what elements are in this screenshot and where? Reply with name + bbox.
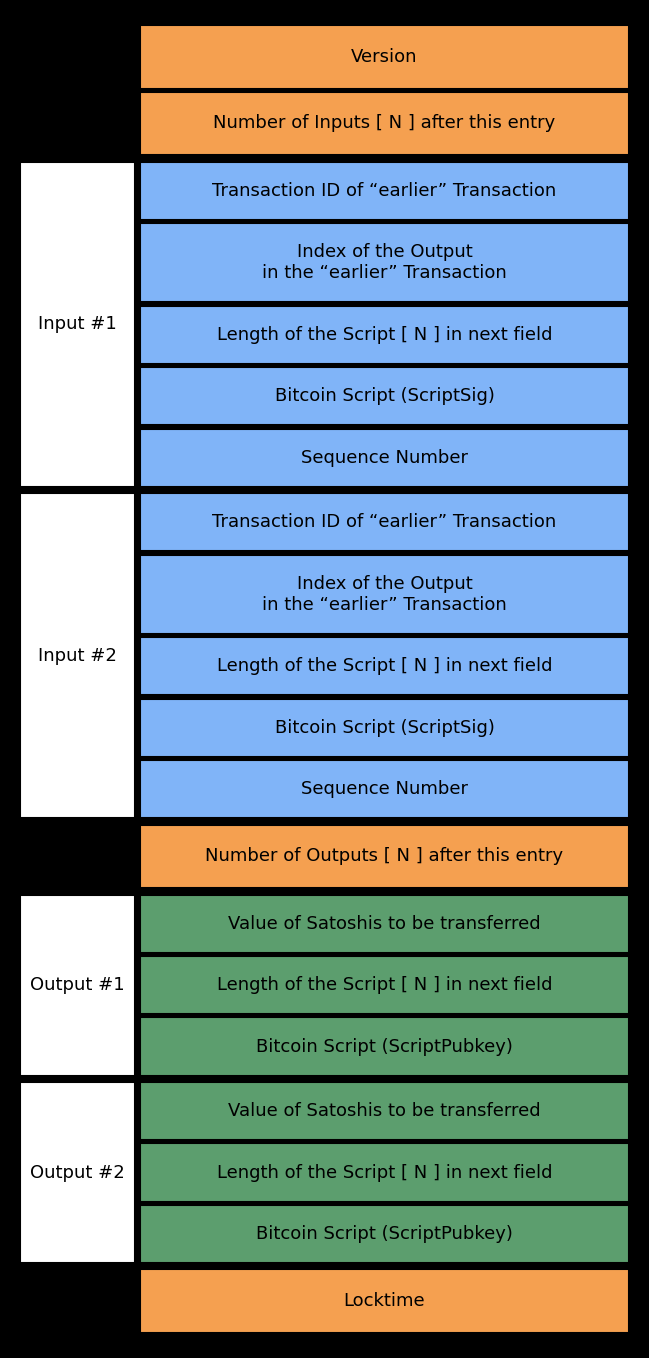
Bar [140,637,629,695]
Text: Version: Version [351,48,418,65]
Bar [140,760,629,819]
Text: Index of the Output
in the “earlier” Transaction: Index of the Output in the “earlier” Tra… [262,243,507,282]
Text: Input #1: Input #1 [38,315,117,333]
Text: Locktime: Locktime [344,1293,425,1310]
Bar [20,162,135,486]
Bar [140,1017,629,1076]
Text: Index of the Output
in the “earlier” Transaction: Index of the Output in the “earlier” Tra… [262,574,507,614]
Bar [140,92,629,155]
Text: Number of Inputs [ N ] after this entry: Number of Inputs [ N ] after this entry [214,114,556,133]
Bar [140,1143,629,1202]
Bar [140,493,629,551]
Text: Output #1: Output #1 [31,976,125,994]
Bar [20,493,135,819]
Text: Length of the Script [ N ] in next field: Length of the Script [ N ] in next field [217,326,552,344]
Text: Bitcoin Script (ScriptSig): Bitcoin Script (ScriptSig) [275,387,495,405]
Bar [140,1270,629,1334]
Text: Length of the Script [ N ] in next field: Length of the Script [ N ] in next field [217,657,552,675]
Bar [140,956,629,1014]
Text: Value of Satoshis to be transferred: Value of Satoshis to be transferred [228,1103,541,1120]
Bar [140,367,629,425]
Bar [140,895,629,953]
Bar [140,698,629,756]
Text: Length of the Script [ N ] in next field: Length of the Script [ N ] in next field [217,976,552,994]
Text: Number of Outputs [ N ] after this entry: Number of Outputs [ N ] after this entry [206,847,563,865]
Text: Transaction ID of “earlier” Transaction: Transaction ID of “earlier” Transaction [212,182,557,200]
Text: Sequence Number: Sequence Number [301,448,468,467]
Text: Bitcoin Script (ScriptPubkey): Bitcoin Script (ScriptPubkey) [256,1225,513,1243]
Text: Input #2: Input #2 [38,646,117,664]
Bar [20,895,135,1076]
Text: Bitcoin Script (ScriptSig): Bitcoin Script (ScriptSig) [275,718,495,737]
Bar [140,824,629,888]
Bar [140,1205,629,1263]
Bar [140,554,629,634]
Bar [20,1082,135,1263]
Text: Value of Satoshis to be transferred: Value of Satoshis to be transferred [228,915,541,933]
Bar [140,24,629,88]
Text: Length of the Script [ N ] in next field: Length of the Script [ N ] in next field [217,1164,552,1181]
Bar [140,223,629,303]
Text: Sequence Number: Sequence Number [301,779,468,799]
Text: Bitcoin Script (ScriptPubkey): Bitcoin Script (ScriptPubkey) [256,1038,513,1055]
Bar [140,1082,629,1141]
Text: Transaction ID of “earlier” Transaction: Transaction ID of “earlier” Transaction [212,513,557,531]
Text: Output #2: Output #2 [30,1164,125,1181]
Bar [140,162,629,220]
Bar [140,429,629,486]
Bar [140,306,629,364]
